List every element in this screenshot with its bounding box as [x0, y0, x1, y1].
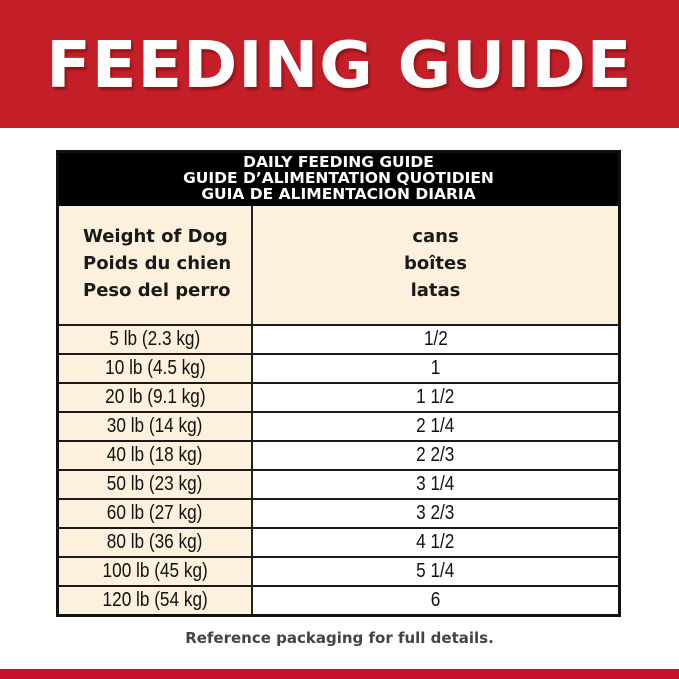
table-title-header: DAILY FEEDING GUIDE GUIDE D’ALIMENTATION…	[59, 153, 618, 206]
table-title-en: DAILY FEEDING GUIDE	[243, 153, 434, 171]
table-title-es: GUIA DE ALIMENTACION DIARIA	[201, 185, 476, 203]
weight-cell: 10 lb (4.5 kg)	[59, 353, 253, 382]
table-title-fr: GUIDE D’ALIMENTATION QUOTIDIEN	[183, 169, 494, 187]
weight-cell: 120 lb (54 kg)	[59, 585, 253, 614]
cans-cell: 1 1/2	[253, 382, 618, 411]
cans-cell: 4 1/2	[253, 527, 618, 556]
bottom-red-strip	[0, 669, 679, 679]
cans-cell: 2 1/4	[253, 411, 618, 440]
weight-cell: 60 lb (27 kg)	[59, 498, 253, 527]
cans-cell: 6	[253, 585, 618, 614]
title-banner: FEEDING GUIDE	[0, 0, 679, 128]
column-header-weight: Weight of Dog Poids du chien Peso del pe…	[59, 206, 253, 324]
weight-cell: 40 lb (18 kg)	[59, 440, 253, 469]
weight-cell: 30 lb (14 kg)	[59, 411, 253, 440]
weight-cell: 20 lb (9.1 kg)	[59, 382, 253, 411]
column-header-cans-es: latas	[410, 280, 461, 301]
cans-cell: 1/2	[253, 324, 618, 353]
table-grid: Weight of Dog Poids du chien Peso del pe…	[59, 206, 618, 614]
weight-cell: 80 lb (36 kg)	[59, 527, 253, 556]
column-header-cans: cans boîtes latas	[253, 206, 618, 324]
cans-cell: 5 1/4	[253, 556, 618, 585]
footer-note: Reference packaging for full details.	[185, 629, 494, 647]
column-header-cans-en: cans	[412, 226, 459, 247]
feeding-table: DAILY FEEDING GUIDE GUIDE D’ALIMENTATION…	[56, 150, 621, 617]
column-header-weight-fr: Poids du chien	[83, 253, 232, 274]
weight-cell: 50 lb (23 kg)	[59, 469, 253, 498]
cans-cell: 1	[253, 353, 618, 382]
column-header-cans-fr: boîtes	[404, 253, 467, 274]
page-title: FEEDING GUIDE	[46, 29, 633, 103]
weight-cell: 5 lb (2.3 kg)	[59, 324, 253, 353]
cans-cell: 3 2/3	[253, 498, 618, 527]
column-header-weight-es: Peso del perro	[83, 280, 231, 301]
column-header-weight-en: Weight of Dog	[83, 226, 228, 247]
weight-cell: 100 lb (45 kg)	[59, 556, 253, 585]
cans-cell: 3 1/4	[253, 469, 618, 498]
cans-cell: 2 2/3	[253, 440, 618, 469]
